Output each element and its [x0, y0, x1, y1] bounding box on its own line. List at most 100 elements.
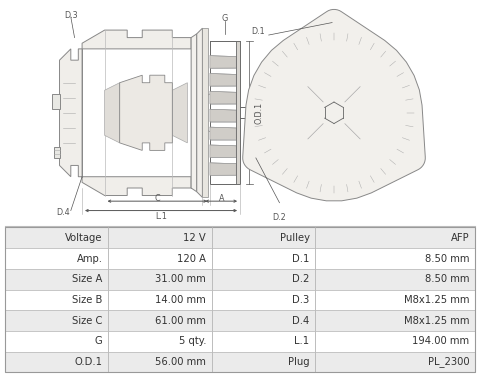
- Bar: [5, 310, 108, 331]
- Text: A: A: [218, 194, 224, 203]
- Polygon shape: [172, 83, 187, 143]
- Polygon shape: [203, 28, 208, 197]
- Text: D.2: D.2: [273, 213, 287, 222]
- Bar: [212, 290, 315, 310]
- Text: PL_2300: PL_2300: [428, 356, 469, 367]
- Polygon shape: [52, 94, 60, 109]
- Text: 12 V: 12 V: [183, 233, 206, 243]
- Polygon shape: [236, 41, 240, 184]
- Text: Voltage: Voltage: [65, 233, 103, 243]
- Bar: [5, 290, 108, 310]
- Polygon shape: [210, 109, 236, 122]
- Bar: [5, 331, 108, 352]
- Text: D.4: D.4: [292, 315, 310, 326]
- Text: D.3: D.3: [64, 11, 78, 20]
- Text: 5 qty.: 5 qty.: [179, 336, 206, 346]
- Text: M8x1.25 mm: M8x1.25 mm: [404, 295, 469, 305]
- Wedge shape: [290, 79, 312, 101]
- Bar: [212, 310, 315, 331]
- Wedge shape: [334, 142, 352, 160]
- Wedge shape: [357, 125, 378, 146]
- Polygon shape: [54, 147, 60, 158]
- Text: C: C: [155, 194, 160, 203]
- Bar: [212, 227, 315, 248]
- Circle shape: [283, 62, 385, 164]
- Polygon shape: [105, 83, 120, 143]
- Polygon shape: [243, 9, 425, 201]
- Text: L.1: L.1: [295, 336, 310, 346]
- Bar: [5, 352, 108, 372]
- Text: D.3: D.3: [292, 295, 310, 305]
- Bar: [108, 310, 212, 331]
- Bar: [315, 269, 475, 290]
- Wedge shape: [316, 66, 334, 83]
- Bar: [108, 331, 212, 352]
- Text: Plug: Plug: [288, 357, 310, 367]
- Polygon shape: [191, 34, 197, 192]
- Text: G: G: [222, 14, 228, 23]
- Text: Size A: Size A: [72, 274, 103, 284]
- Bar: [212, 269, 315, 290]
- Polygon shape: [60, 49, 82, 177]
- Polygon shape: [82, 177, 191, 196]
- Polygon shape: [210, 163, 236, 175]
- Polygon shape: [210, 127, 236, 139]
- Wedge shape: [300, 135, 322, 156]
- Text: D.4: D.4: [57, 208, 70, 217]
- Circle shape: [252, 153, 260, 162]
- Circle shape: [402, 147, 423, 168]
- Circle shape: [324, 12, 345, 33]
- Text: M8x1.25 mm: M8x1.25 mm: [404, 315, 469, 326]
- Bar: [315, 290, 475, 310]
- Text: 56.00 mm: 56.00 mm: [155, 357, 206, 367]
- Text: D.1: D.1: [252, 27, 265, 36]
- Text: Pulley: Pulley: [280, 233, 310, 243]
- Circle shape: [316, 95, 352, 131]
- Text: 8.50 mm: 8.50 mm: [425, 253, 469, 264]
- Polygon shape: [210, 56, 236, 68]
- Text: Amp.: Amp.: [77, 253, 103, 264]
- Text: AFP: AFP: [451, 233, 469, 243]
- Text: O.D.1: O.D.1: [254, 102, 264, 124]
- Circle shape: [245, 147, 266, 168]
- Polygon shape: [120, 75, 172, 150]
- Text: 194.00 mm: 194.00 mm: [412, 336, 469, 346]
- Bar: [108, 269, 212, 290]
- Bar: [315, 331, 475, 352]
- Text: 120 A: 120 A: [177, 253, 206, 264]
- Text: D.2: D.2: [292, 274, 310, 284]
- Bar: [5, 227, 108, 248]
- Text: Size B: Size B: [72, 295, 103, 305]
- Bar: [5, 269, 108, 290]
- Wedge shape: [287, 113, 305, 131]
- Bar: [108, 352, 212, 372]
- Bar: [212, 352, 315, 372]
- Text: 61.00 mm: 61.00 mm: [155, 315, 206, 326]
- Polygon shape: [210, 74, 236, 86]
- Wedge shape: [346, 69, 367, 90]
- Text: Size C: Size C: [72, 315, 103, 326]
- Polygon shape: [210, 145, 236, 158]
- Text: G: G: [95, 336, 103, 346]
- Bar: [108, 290, 212, 310]
- Bar: [212, 248, 315, 269]
- Bar: [108, 227, 212, 248]
- Circle shape: [408, 153, 417, 162]
- Circle shape: [329, 18, 338, 27]
- Bar: [5, 248, 108, 269]
- Polygon shape: [210, 91, 236, 104]
- Text: 31.00 mm: 31.00 mm: [156, 274, 206, 284]
- Circle shape: [252, 30, 417, 196]
- Text: O.D.1: O.D.1: [75, 357, 103, 367]
- Text: 14.00 mm: 14.00 mm: [156, 295, 206, 305]
- Text: D.1: D.1: [292, 253, 310, 264]
- Bar: [212, 331, 315, 352]
- Bar: [315, 310, 475, 331]
- Text: L.1: L.1: [155, 212, 167, 221]
- Text: 8.50 mm: 8.50 mm: [425, 274, 469, 284]
- Polygon shape: [82, 30, 191, 49]
- Bar: [315, 352, 475, 372]
- Bar: [315, 248, 475, 269]
- Polygon shape: [197, 28, 203, 197]
- Bar: [315, 227, 475, 248]
